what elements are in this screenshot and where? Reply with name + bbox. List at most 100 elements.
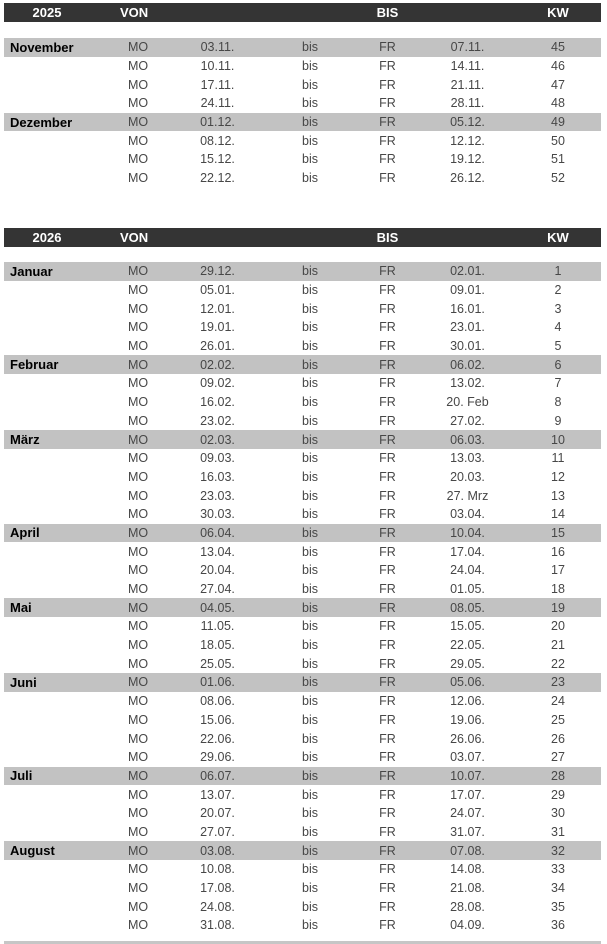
bis-connector: bis <box>302 96 318 111</box>
date-to: 06.03. <box>450 432 485 447</box>
date-from: 17.11. <box>200 77 235 92</box>
weekday-from: MO <box>128 432 149 447</box>
date-to: 10.07. <box>450 768 485 783</box>
table-row: Juli MO 06.07. bis FR 10.07. 28 <box>4 766 601 786</box>
date-to: 06.02. <box>450 357 485 372</box>
weekday-to: FR <box>379 750 396 765</box>
date-from: 16.02. <box>200 395 235 410</box>
table-body: Januar MO 29.12. bis FR 02.01. 1 MO 05.0… <box>4 262 601 935</box>
von-column-header: VON <box>120 5 149 20</box>
weekday-to: FR <box>379 320 396 335</box>
kw-value: 23 <box>551 675 565 690</box>
table-header-2025: 2025 VON BIS KW <box>4 3 601 22</box>
weekday-to: FR <box>379 133 396 148</box>
date-to: 27. Mrz <box>446 488 489 503</box>
table-row: MO 08.12. bis FR 12.12. 50 <box>4 131 601 151</box>
table-row: MO 05.01. bis FR 09.01. 2 <box>4 280 601 300</box>
table-row: MO 29.06. bis FR 03.07. 27 <box>4 747 601 767</box>
kw-value: 6 <box>554 357 562 372</box>
date-from: 15.06. <box>200 712 235 727</box>
weekday-from: MO <box>128 469 149 484</box>
bis-connector: bis <box>302 152 318 167</box>
bis-connector: bis <box>302 357 318 372</box>
bis-connector: bis <box>302 301 318 316</box>
date-from: 23.03. <box>200 488 235 503</box>
kw-value: 10 <box>551 432 565 447</box>
table-row: MO 22.06. bis FR 26.06. 26 <box>4 729 601 748</box>
table-row: MO 23.02. bis FR 27.02. 9 <box>4 411 601 431</box>
weekday-to: FR <box>379 283 396 298</box>
bis-connector: bis <box>302 339 318 354</box>
bis-connector: bis <box>302 712 318 727</box>
date-to: 23.01. <box>450 320 485 335</box>
weekday-to: FR <box>379 301 396 316</box>
date-from: 26.01. <box>200 339 235 354</box>
weekday-to: FR <box>379 862 396 877</box>
table-row: MO 20.04. bis FR 24.04. 17 <box>4 561 601 580</box>
date-from: 22.12. <box>200 171 235 186</box>
date-from: 15.12. <box>200 152 235 167</box>
weekday-to: FR <box>379 376 396 391</box>
kw-value: 7 <box>554 376 562 391</box>
kw-value: 31 <box>551 824 565 839</box>
kw-value: 50 <box>551 133 565 148</box>
month-label: Februar <box>10 357 59 373</box>
table-row: MO 12.01. bis FR 16.01. 3 <box>4 299 601 319</box>
weekday-from: MO <box>128 525 149 540</box>
kw-value: 24 <box>551 694 565 709</box>
kw-value: 33 <box>551 862 565 877</box>
weekday-from: MO <box>128 96 149 111</box>
weekday-from: MO <box>128 40 149 55</box>
bis-connector: bis <box>302 862 318 877</box>
table-row: MO 15.06. bis FR 19.06. 25 <box>4 710 601 730</box>
bis-connector: bis <box>302 525 318 540</box>
date-from: 17.08. <box>200 881 235 896</box>
bis-connector: bis <box>302 750 318 765</box>
weekday-from: MO <box>128 731 149 746</box>
table-row: MO 16.02. bis FR 20. Feb 8 <box>4 392 601 412</box>
bis-connector: bis <box>302 59 318 74</box>
date-from: 05.01. <box>200 283 235 298</box>
month-label: November <box>10 39 74 55</box>
date-to: 22.05. <box>450 638 485 653</box>
weekday-from: MO <box>128 171 149 186</box>
weekday-to: FR <box>379 619 396 634</box>
bis-column-header: BIS <box>376 230 399 245</box>
kw-value: 32 <box>551 843 565 858</box>
kw-table-2026: 2026 VON BIS KW Januar MO 29.12. bis FR … <box>4 228 601 935</box>
table-row: MO 10.11. bis FR 14.11. 46 <box>4 56 601 76</box>
kw-value: 29 <box>551 787 565 802</box>
date-to: 24.04. <box>450 563 485 578</box>
weekday-to: FR <box>379 488 396 503</box>
table-row: MO 08.06. bis FR 12.06. 24 <box>4 691 601 711</box>
date-from: 01.12. <box>200 115 235 130</box>
weekday-from: MO <box>128 544 149 559</box>
weekday-from: MO <box>128 264 149 279</box>
bis-connector: bis <box>302 488 318 503</box>
weekday-to: FR <box>379 507 396 522</box>
weekday-to: FR <box>379 731 396 746</box>
table-row: MO 09.03. bis FR 13.03. 11 <box>4 448 601 468</box>
month-label: Dezember <box>10 114 73 130</box>
kw-value: 34 <box>551 881 565 896</box>
kw-value: 25 <box>551 712 565 727</box>
kw-value: 21 <box>551 638 565 653</box>
weekday-to: FR <box>379 339 396 354</box>
table-row: MO 31.08. bis FR 04.09. 36 <box>4 916 601 935</box>
kw-value: 11 <box>551 451 565 466</box>
kw-value: 4 <box>554 320 562 335</box>
date-to: 20.03. <box>450 469 485 484</box>
weekday-from: MO <box>128 694 149 709</box>
bis-connector: bis <box>302 918 318 933</box>
table-row: Dezember MO 01.12. bis FR 05.12. 49 <box>4 112 601 132</box>
table-row: Juni MO 01.06. bis FR 05.06. 23 <box>4 673 601 692</box>
date-to: 03.07. <box>450 750 485 765</box>
kw-value: 48 <box>551 96 565 111</box>
date-to: 14.11. <box>450 59 485 74</box>
date-to: 26.12. <box>450 171 485 186</box>
date-from: 06.04. <box>200 525 235 540</box>
bis-connector: bis <box>302 619 318 634</box>
bis-connector: bis <box>302 507 318 522</box>
weekday-to: FR <box>379 413 396 428</box>
weekday-from: MO <box>128 768 149 783</box>
